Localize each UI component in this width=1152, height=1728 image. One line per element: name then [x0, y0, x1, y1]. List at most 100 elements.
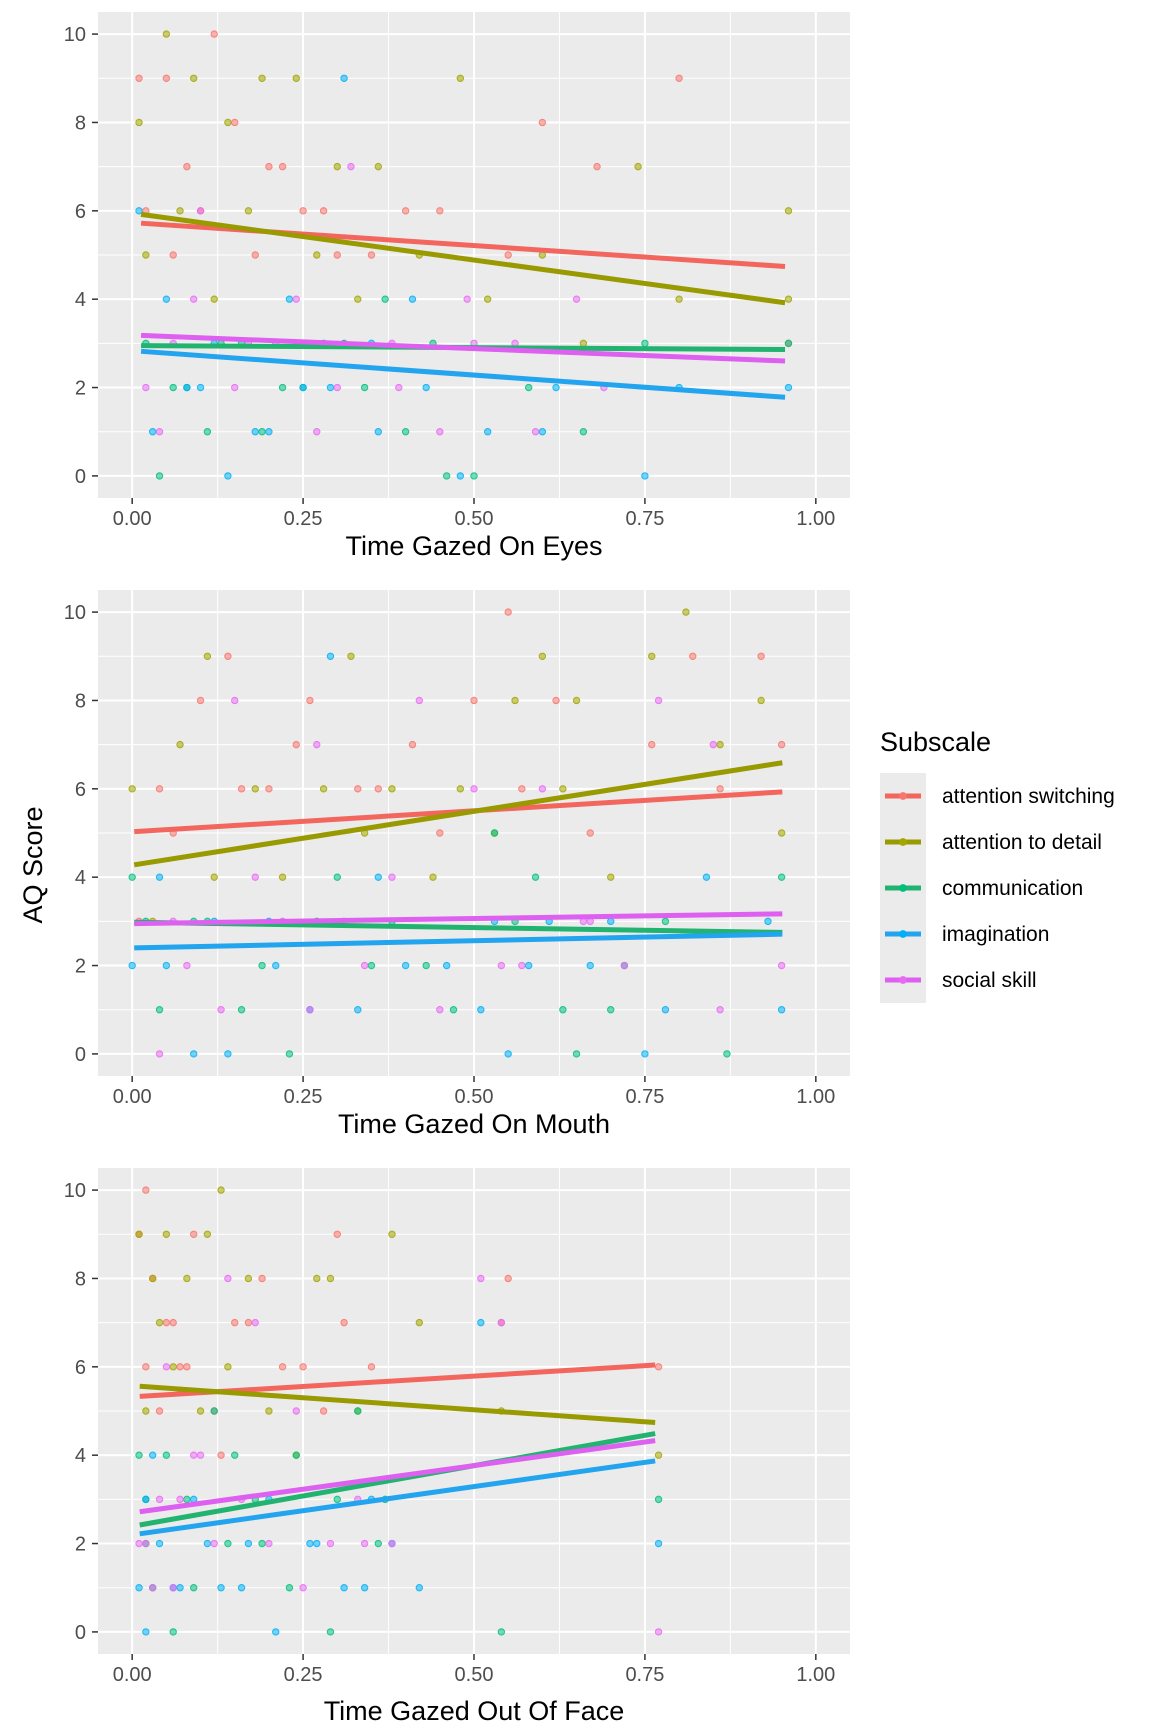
- data-point-attention-switching: [757, 652, 765, 660]
- data-point-attention-to-detail: [169, 1363, 177, 1371]
- data-point-attention-switching: [552, 696, 560, 705]
- data-point-attention-switching: [162, 74, 171, 82]
- y-tick-label: 4: [75, 1445, 86, 1467]
- data-point-imagination: [504, 1050, 512, 1058]
- legend-label: social skill: [942, 969, 1037, 992]
- data-point-social-skill: [477, 1274, 485, 1283]
- legend-key-point: [899, 930, 907, 938]
- data-point-communication: [777, 873, 786, 881]
- data-point-attention-to-detail: [634, 162, 642, 171]
- data-point-social-skill: [347, 162, 355, 171]
- data-point-imagination: [360, 1584, 369, 1592]
- data-point-attention-switching: [374, 785, 382, 793]
- data-point-communication: [258, 961, 266, 970]
- x-tick-label: 0.00: [113, 1086, 152, 1108]
- data-point-imagination: [162, 961, 171, 970]
- data-point-communication: [258, 1539, 266, 1548]
- data-point-social-skill: [436, 1006, 444, 1014]
- data-point-attention-switching: [169, 251, 177, 259]
- data-point-attention-to-detail: [244, 1274, 253, 1283]
- y-tick-label: 8: [75, 1268, 86, 1290]
- fit-line-social-skill: [134, 911, 783, 927]
- data-point-attention-switching: [231, 1318, 239, 1327]
- data-point-attention-switching: [155, 1407, 164, 1415]
- y-tick-label: 6: [75, 1357, 86, 1379]
- data-point-communication: [559, 1006, 567, 1014]
- data-point-attention-to-detail: [456, 74, 465, 82]
- data-point-social-skill: [654, 696, 663, 705]
- data-point-social-skill: [572, 295, 581, 303]
- data-point-attention-to-detail: [538, 652, 547, 660]
- y-tick-label: 8: [75, 690, 86, 712]
- data-point-attention-to-detail: [251, 785, 259, 793]
- data-point-attention-to-detail: [176, 740, 184, 749]
- data-point-imagination: [483, 428, 492, 436]
- data-point-communication: [531, 873, 540, 881]
- data-point-imagination: [306, 1539, 314, 1548]
- data-point-attention-switching: [183, 162, 191, 171]
- data-point-imagination: [764, 917, 772, 926]
- data-point-imagination: [340, 74, 348, 82]
- data-point-attention-switching: [176, 1363, 184, 1371]
- data-point-social-skill: [176, 1495, 184, 1504]
- y-tick-label: 8: [75, 112, 86, 134]
- data-point-imagination: [272, 1628, 280, 1636]
- data-point-attention-to-detail: [142, 251, 150, 259]
- data-point-attention-switching: [648, 740, 656, 749]
- legend-item-imagination: imagination: [880, 911, 1049, 957]
- data-point-social-skill: [518, 961, 526, 970]
- x-axis-title: Time Gazed On Mouth: [338, 1109, 610, 1139]
- data-point-imagination: [285, 295, 294, 303]
- data-point-attention-to-detail: [210, 295, 218, 303]
- data-point-imagination: [272, 961, 280, 970]
- data-point-imagination: [190, 1050, 198, 1058]
- data-point-social-skill: [155, 1050, 164, 1058]
- data-point-social-skill: [196, 207, 205, 215]
- data-point-communication: [326, 1628, 335, 1636]
- data-point-communication: [449, 1006, 458, 1014]
- data-point-communication: [183, 1495, 191, 1504]
- data-point-attention-switching: [716, 785, 724, 793]
- data-point-communication: [374, 1539, 382, 1548]
- legend-key-point: [899, 884, 907, 892]
- data-point-social-skill: [326, 1539, 335, 1548]
- data-point-attention-to-detail: [162, 1230, 171, 1238]
- data-point-imagination: [203, 1539, 212, 1548]
- data-point-communication: [285, 1584, 294, 1592]
- data-point-imagination: [135, 1584, 143, 1592]
- y-axis-title: AQ Score: [18, 806, 48, 923]
- data-point-imagination: [224, 1050, 232, 1058]
- data-point-communication: [169, 383, 177, 392]
- data-point-imagination: [354, 1006, 362, 1014]
- data-point-attention-to-detail: [682, 608, 690, 616]
- data-point-attention-to-detail: [675, 295, 683, 303]
- data-point-social-skill: [388, 873, 396, 881]
- data-point-communication: [641, 339, 649, 348]
- x-tick-label: 0.75: [625, 1086, 664, 1108]
- data-point-attention-switching: [538, 118, 547, 127]
- data-point-communication: [285, 1050, 294, 1058]
- data-point-imagination: [217, 1584, 225, 1592]
- data-point-social-skill: [292, 295, 300, 303]
- data-point-imagination: [244, 1539, 253, 1548]
- fit-line-attention-to-detail: [140, 211, 786, 306]
- data-point-communication: [497, 1628, 506, 1636]
- data-point-imagination: [237, 1584, 246, 1592]
- data-point-social-skill: [306, 1006, 314, 1014]
- data-point-social-skill: [333, 383, 341, 392]
- data-point-attention-to-detail: [319, 785, 328, 793]
- data-point-attention-switching: [586, 829, 594, 837]
- data-point-attention-switching: [367, 1363, 376, 1371]
- data-point-attention-switching: [196, 696, 205, 705]
- data-point-attention-to-detail: [217, 1186, 225, 1194]
- data-point-attention-to-detail: [135, 118, 143, 127]
- data-point-imagination: [586, 961, 594, 970]
- x-tick-label: 0.75: [625, 508, 664, 530]
- data-point-imagination: [148, 1451, 157, 1459]
- data-point-social-skill: [183, 961, 191, 970]
- data-point-communication: [333, 873, 341, 881]
- data-point-imagination: [442, 961, 451, 970]
- data-point-communication: [401, 428, 410, 436]
- data-point-communication: [381, 295, 389, 303]
